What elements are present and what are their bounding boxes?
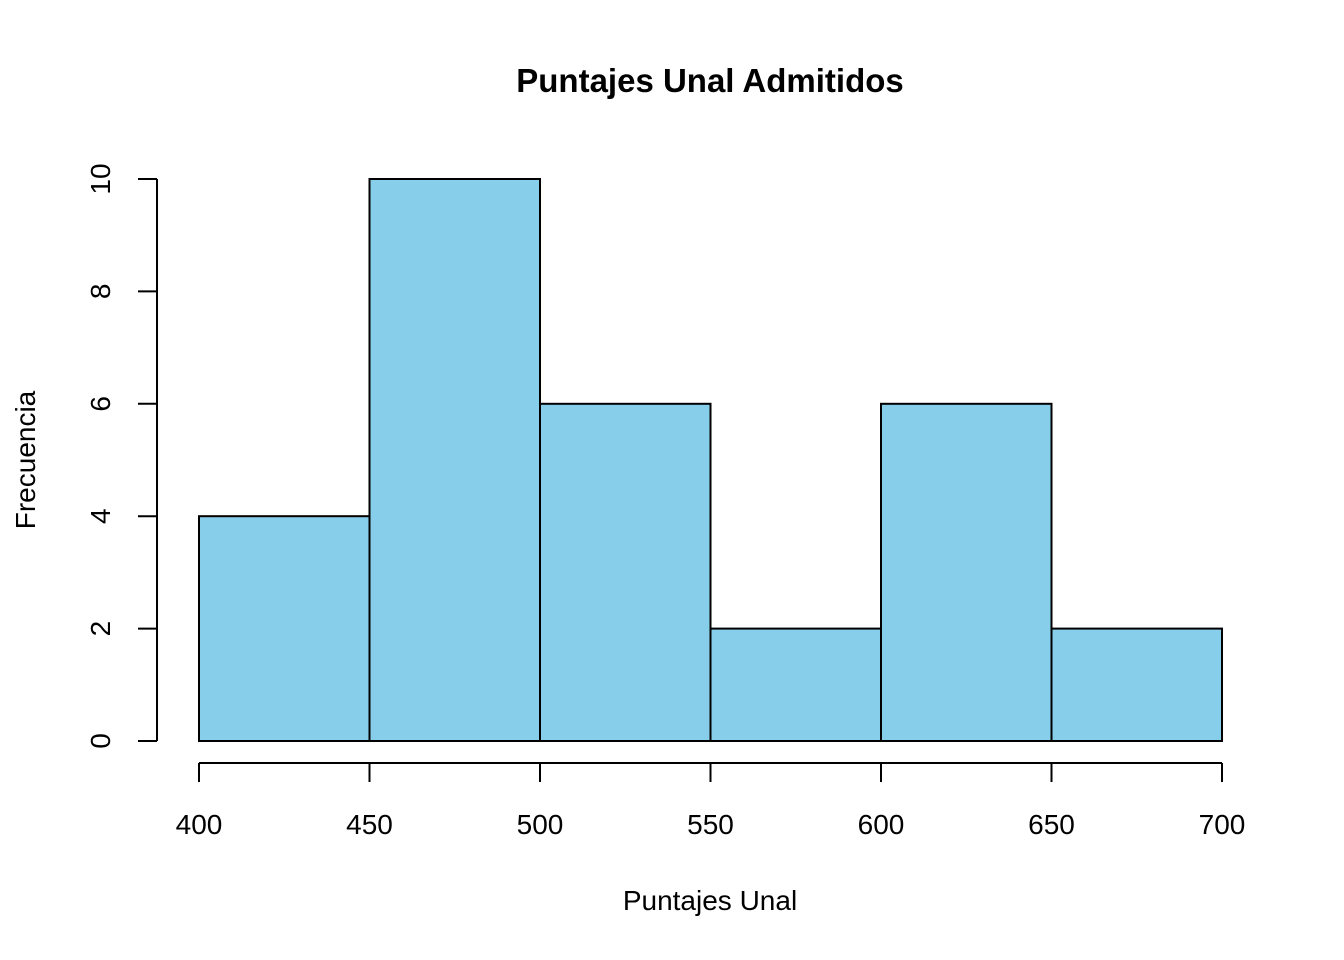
x-tick-label-700: 700 [1199,809,1246,840]
y-tick-label-4: 4 [85,508,116,524]
x-axis-label: Puntajes Unal [623,885,797,916]
y-axis: 0 2 4 6 8 10 [85,163,158,749]
x-tick-label-400: 400 [176,809,223,840]
histogram-bar-500-550 [539,402,712,742]
y-tick-label-0: 0 [85,733,116,749]
x-tick-label-450: 450 [346,809,393,840]
chart-title: Puntajes Unal Admitidos [516,62,904,99]
histogram-bar-600-650 [880,402,1053,742]
y-tick-label-6: 6 [85,396,116,412]
histogram-bar-450-500 [368,178,541,742]
x-tick-label-600: 600 [858,809,905,840]
histogram-bar-550-600 [709,627,882,742]
x-tick-label-500: 500 [517,809,564,840]
bars-group [198,178,1223,743]
y-tick-label-10: 10 [85,163,116,194]
x-tick-label-550: 550 [687,809,734,840]
y-axis-label: Frecuencia [10,390,41,529]
x-axis: 400 450 500 550 600 650 700 [176,762,1246,840]
y-tick-label-8: 8 [85,284,116,300]
histogram-bar-400-450 [198,515,371,743]
x-tick-label-650: 650 [1028,809,1075,840]
y-tick-label-2: 2 [85,621,116,637]
histogram-bar-650-700 [1050,627,1223,742]
